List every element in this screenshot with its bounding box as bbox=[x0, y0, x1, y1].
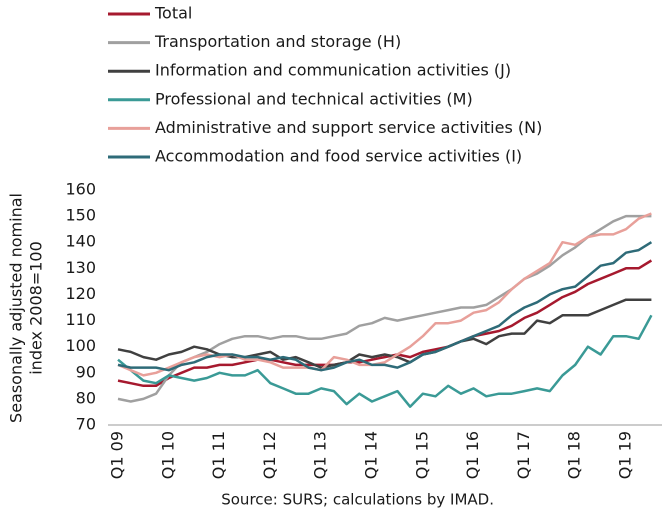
y-tick-label: 70 bbox=[76, 415, 96, 434]
series-line bbox=[117, 259, 653, 388]
legend-label: Professional and technical activities (M… bbox=[155, 89, 473, 108]
y-axis-label: index 2008=100 bbox=[27, 241, 46, 375]
series-line bbox=[117, 212, 652, 377]
x-tick-label: Q1 12 bbox=[260, 431, 279, 479]
y-tick-label: 90 bbox=[76, 362, 96, 381]
series-line bbox=[117, 314, 653, 408]
y-tick-label: 160 bbox=[65, 180, 96, 199]
y-tick-label: 150 bbox=[65, 206, 96, 225]
x-tick-label: Q1 15 bbox=[412, 431, 431, 479]
y-tick-label: 110 bbox=[65, 310, 96, 329]
legend-label: Information and communication activities… bbox=[155, 61, 511, 80]
series-line bbox=[117, 214, 652, 403]
y-tick-label: 80 bbox=[76, 388, 96, 407]
x-tick-label: Q1 19 bbox=[616, 431, 635, 479]
y-axis-label: Seasonally adjusted nominal bbox=[7, 193, 26, 423]
x-tick-label: Q1 16 bbox=[463, 431, 482, 479]
y-tick-label: 100 bbox=[65, 336, 96, 355]
legend-label: Administrative and support service activ… bbox=[155, 118, 542, 137]
legend-label: Transportation and storage (H) bbox=[154, 32, 401, 51]
x-tick-label: Q1 18 bbox=[565, 431, 584, 479]
series-line bbox=[117, 241, 653, 372]
y-tick-label: 140 bbox=[65, 232, 96, 251]
x-tick-label: Q1 09 bbox=[108, 431, 127, 479]
y-tick-label: 120 bbox=[65, 284, 96, 303]
source-note: Source: SURS; calculations by IMAD. bbox=[221, 491, 494, 509]
x-tick-label: Q1 11 bbox=[209, 431, 228, 479]
y-tick-label: 130 bbox=[65, 258, 96, 277]
legend-label: Total bbox=[154, 4, 192, 23]
x-tick-label: Q1 13 bbox=[311, 431, 330, 479]
x-tick-label: Q1 10 bbox=[158, 431, 177, 479]
legend-label: Accommodation and food service activitie… bbox=[155, 147, 522, 166]
x-tick-label: Q1 17 bbox=[514, 431, 533, 479]
x-tick-label: Q1 14 bbox=[362, 431, 381, 479]
series-line bbox=[117, 298, 652, 369]
